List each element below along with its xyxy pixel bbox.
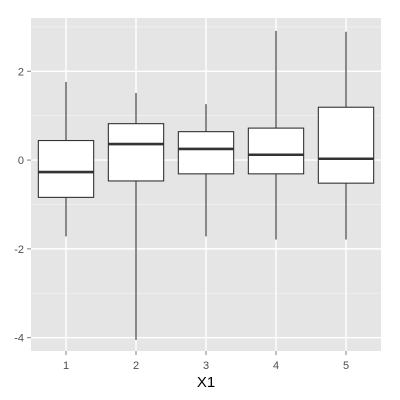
- x-axis-title: X1: [197, 374, 215, 391]
- y-tick-label: 0: [18, 155, 24, 167]
- x-tick-label: 3: [203, 360, 209, 372]
- x-axis: 1 2 3 4 5: [63, 351, 349, 372]
- y-tick-label: -2: [14, 244, 24, 256]
- y-tick-label: -4: [14, 333, 24, 345]
- x-tick-label: 1: [63, 360, 69, 372]
- x-tick-label: 2: [133, 360, 139, 372]
- box-iqr: [247, 127, 305, 175]
- boxes-layer: [37, 106, 375, 198]
- x-tick-label: 4: [273, 360, 279, 372]
- whiskers-layer: [65, 30, 347, 340]
- box-iqr: [107, 123, 165, 182]
- x-tick-label: 5: [343, 360, 349, 372]
- y-axis: -4 -2 0 2: [14, 66, 31, 345]
- medians-layer: [38, 142, 374, 174]
- box-iqr: [37, 139, 95, 198]
- box-iqr: [317, 106, 375, 184]
- y-tick-label: 2: [18, 66, 24, 78]
- box-iqr: [177, 131, 235, 175]
